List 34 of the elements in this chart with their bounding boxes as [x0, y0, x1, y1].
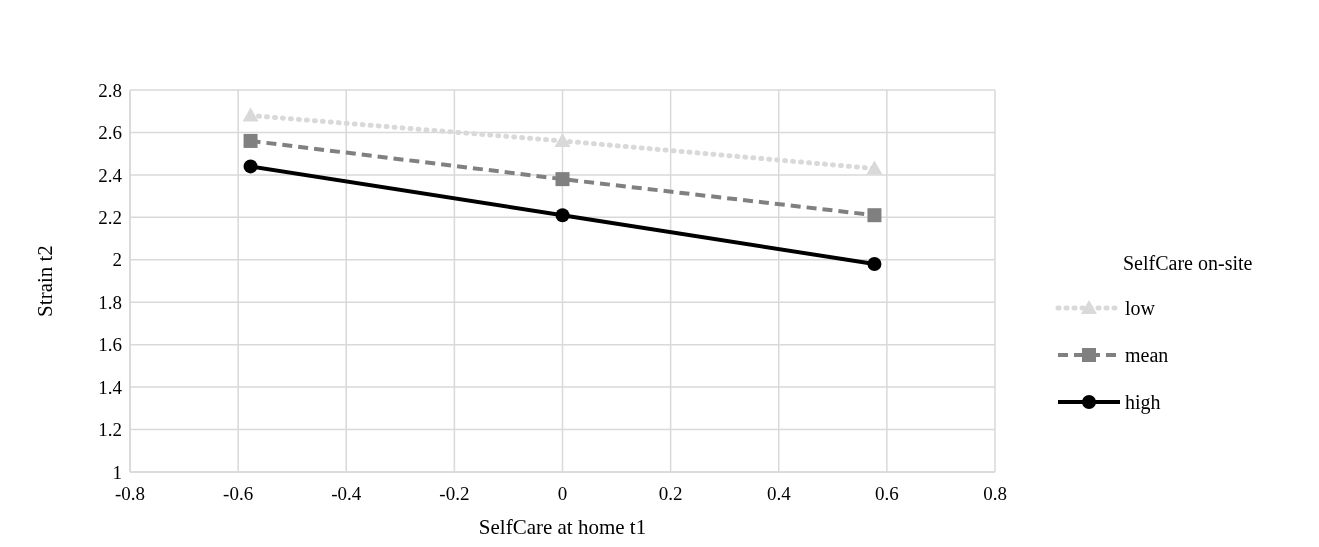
x-tick-label: 0.6 — [875, 483, 899, 504]
point — [243, 159, 258, 174]
legend-label: mean — [1125, 344, 1169, 366]
x-tick-label: 0.8 — [983, 483, 1007, 504]
point — [554, 132, 571, 147]
point — [555, 208, 570, 223]
legend-title: SelfCare on-site — [1123, 252, 1253, 274]
y-axis-title: Strain t2 — [33, 245, 57, 317]
point — [867, 257, 882, 272]
y-tick-label: 2.6 — [98, 122, 122, 144]
x-tick-label: 0 — [557, 483, 568, 504]
x-tick-label: 0.2 — [658, 483, 683, 504]
y-tick-label: 2.8 — [98, 79, 122, 101]
y-tick-label: 2.2 — [98, 206, 122, 228]
x-tick-label: -0.6 — [223, 483, 254, 504]
y-tick-label: 1 — [112, 461, 122, 483]
point — [242, 107, 259, 122]
point — [243, 133, 258, 148]
x-tick-label: -0.8 — [114, 483, 146, 504]
legend-label: high — [1125, 391, 1161, 414]
y-tick-label: 1.4 — [98, 376, 123, 398]
y-tick-label: 1.8 — [98, 291, 122, 313]
x-tick-label: -0.4 — [331, 483, 362, 504]
x-tick-label: -0.2 — [439, 483, 470, 504]
point — [555, 172, 570, 187]
legend-label: low — [1125, 297, 1156, 319]
point — [867, 208, 882, 223]
x-tick-label: 0.4 — [766, 483, 792, 504]
x-axis-title: SelfCare at home t1 — [478, 515, 647, 539]
y-tick-label: 1.6 — [98, 334, 122, 356]
point — [866, 160, 883, 175]
y-tick-label: 1.2 — [98, 419, 122, 441]
y-tick-label: 2.4 — [98, 164, 123, 186]
y-tick-label: 2 — [112, 249, 122, 271]
